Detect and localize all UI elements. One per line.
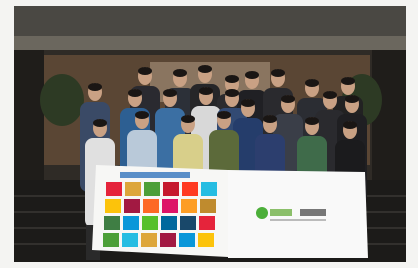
logo-text xyxy=(270,209,292,216)
person-hair xyxy=(305,79,319,87)
person-hair xyxy=(135,111,149,119)
logo-name xyxy=(300,209,326,216)
person-hair xyxy=(173,69,187,77)
plant-left xyxy=(40,74,84,126)
person-hair xyxy=(225,75,239,83)
sdg-tile xyxy=(180,216,196,230)
person-hair xyxy=(343,121,357,129)
person-hair xyxy=(241,99,255,107)
sdg-tile xyxy=(144,182,160,196)
person-hair xyxy=(345,95,359,103)
person-hair xyxy=(138,67,152,75)
sdg-tile xyxy=(124,199,140,213)
photo xyxy=(0,0,418,268)
sdg-tile xyxy=(105,199,121,213)
person-hair xyxy=(163,89,177,97)
banner-right xyxy=(228,170,368,258)
sdg-tile xyxy=(200,199,216,213)
sdg-tile xyxy=(161,216,177,230)
person-hair xyxy=(217,111,231,119)
sdg-tile xyxy=(179,233,195,247)
sdg-tile xyxy=(103,233,119,247)
sdg-tile xyxy=(181,199,197,213)
person-hair xyxy=(88,83,102,91)
person-hair xyxy=(305,117,319,125)
person-hair xyxy=(245,71,259,79)
sdg-tile xyxy=(125,182,141,196)
person-hair xyxy=(225,89,239,97)
page: (() => { const data = JSON.parse(documen… xyxy=(0,0,418,268)
sdg-tile xyxy=(163,182,179,196)
beam xyxy=(14,36,406,50)
ceiling xyxy=(14,6,406,36)
person-hair xyxy=(199,87,213,95)
person-hair xyxy=(341,77,355,85)
person-hair xyxy=(181,115,195,123)
sdg-tile xyxy=(199,216,215,230)
banner-heading xyxy=(120,172,190,178)
logo-mark xyxy=(256,207,268,219)
person-hair xyxy=(93,119,107,127)
sdg-tile xyxy=(106,182,122,196)
person-hair xyxy=(263,115,277,123)
person-hair xyxy=(271,69,285,77)
sdg-tile xyxy=(198,233,214,247)
sdg-tile xyxy=(122,233,138,247)
pillar-left xyxy=(14,50,44,180)
person-hair xyxy=(128,89,142,97)
sdg-tile xyxy=(104,216,120,230)
person-hair xyxy=(281,95,295,103)
logo-subtext xyxy=(270,219,326,221)
person-hair xyxy=(198,65,212,73)
sdg-tile xyxy=(160,233,176,247)
sdg-tile xyxy=(182,182,198,196)
person-hair xyxy=(323,91,337,99)
sdg-tile xyxy=(162,199,178,213)
sdg-tile xyxy=(142,216,158,230)
sdg-tile xyxy=(141,233,157,247)
sdg-tile xyxy=(123,216,139,230)
sdg-tile xyxy=(201,182,217,196)
sdg-tile xyxy=(143,199,159,213)
